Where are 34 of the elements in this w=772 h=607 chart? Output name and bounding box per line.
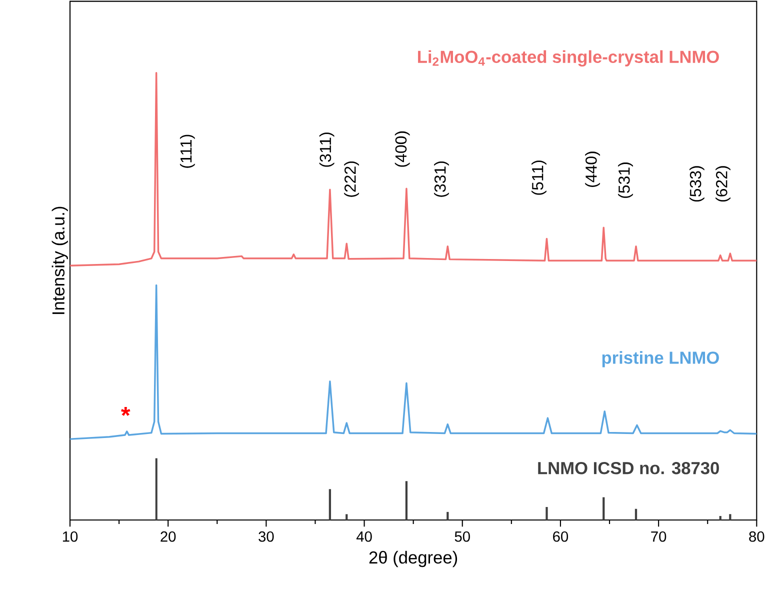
annotation: (222) (344, 162, 359, 198)
annotation: * (121, 407, 130, 416)
x-tick-label: 40 (356, 532, 372, 542)
y-axis-title: Intensity (a.u.) (52, 207, 68, 314)
x-tick-label: 20 (160, 532, 176, 542)
annotation: (311) (319, 132, 334, 167)
annotation: (111) (180, 135, 195, 168)
bar (155, 458, 158, 520)
text: pristine LNMO (602, 351, 719, 368)
x-tick-label: 50 (454, 532, 470, 542)
annotation: (531) (618, 162, 633, 198)
x-axis-title: 2θ (degree) (369, 551, 458, 568)
x-tick-label: 30 (258, 532, 274, 542)
annotation: (331) (434, 162, 449, 198)
x-tick-label: 70 (651, 532, 666, 542)
bar (446, 512, 449, 520)
bar (602, 497, 605, 520)
bar (546, 507, 548, 520)
x-tick-label: 80 (749, 532, 764, 542)
annotation: (622) (716, 166, 730, 202)
bar (634, 508, 638, 520)
bar (719, 516, 722, 520)
bar (405, 481, 408, 520)
x-tick-label: 10 (62, 532, 78, 542)
annotation: (511) (532, 160, 546, 195)
series-label: LNMO ICSD no. 38730 (538, 462, 719, 474)
bar (346, 514, 348, 520)
annotation: (533) (689, 166, 704, 202)
annotation: (400) (394, 132, 410, 167)
x-tick-label: 60 (553, 532, 568, 542)
annotation: (440) (585, 152, 600, 188)
bar (328, 489, 332, 520)
text: Li$_{2}$MoO$_{4}$-coated single-crystal LNMO (418, 50, 719, 67)
bar (729, 514, 732, 520)
